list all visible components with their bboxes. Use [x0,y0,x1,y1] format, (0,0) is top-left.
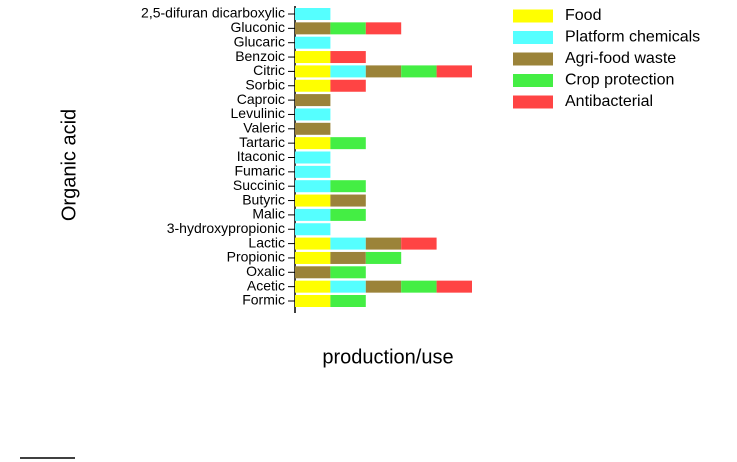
legend-swatch [513,31,553,44]
bar-segment [330,295,366,307]
bar-segment [295,165,331,178]
bar-segment [365,65,402,78]
legend-label: Agri-food waste [565,50,676,67]
legend-swatch [513,52,553,66]
y-tick-label: Glucaric [234,33,285,49]
bar-segment [330,180,366,193]
bar-segment [365,22,402,35]
x-axis-label: production/use [322,346,453,368]
y-tick-label: Citric [253,62,285,78]
y-tick-label: 2,5-difuran dicarboxylic [141,5,285,21]
bar-segment [436,65,472,78]
legend-label: Antibacterial [565,93,653,110]
bar-segment [330,237,366,250]
bar-segment [295,51,331,64]
bar-segment [330,51,366,64]
bar-segment [295,94,331,107]
bar-segment [330,280,366,293]
legend-swatch [513,95,553,109]
bar-segment [330,65,366,78]
bar-segment [295,122,331,135]
y-tick-label: Benzoic [235,48,285,64]
legend-swatch [513,74,553,87]
bar-segment [295,266,331,279]
bar-segment [401,65,437,78]
bar-segment [295,251,331,264]
legend-label: Platform chemicals [565,29,700,46]
bar-segment [295,151,331,164]
y-tick-label: Caproic [237,91,285,107]
bar-segment [401,280,437,293]
bar-segment [295,280,331,293]
bar-segment [330,79,366,92]
bar-segment [295,36,331,49]
y-tick-label: Acetic [247,277,285,293]
bar-segment [295,223,331,236]
bar-segment [330,22,366,35]
y-tick-label: Malic [252,206,285,222]
bar-segment [295,237,331,250]
y-tick-label: Levulinic [231,105,285,121]
bar-segment [295,137,331,150]
bar-segment [401,237,437,250]
bar-segment [295,208,331,221]
legend-swatch [513,9,553,23]
bar-segment [330,137,366,150]
y-tick-label: Lactic [248,234,285,250]
legend-label: Crop protection [565,72,674,89]
bar-segment [330,208,366,221]
bar-segment [295,180,331,193]
bar-segment [330,251,366,264]
y-tick-label: Butyric [242,191,285,207]
y-tick-label: Tartaric [239,134,285,150]
bar-segment [330,266,366,279]
y-tick-label: Itaconic [237,148,285,164]
y-tick-label: Gluconic [231,19,285,35]
y-tick-label: Succinic [233,177,285,193]
y-tick-label: Valeric [243,120,285,136]
y-tick-label: 3-hydroxypropionic [167,220,285,236]
y-tick-label: Fumaric [234,163,285,179]
y-tick-label: Oxalic [246,263,285,279]
bar-segment [295,22,331,35]
y-tick-label: Formic [242,292,285,308]
bar-segment [295,194,331,207]
y-tick-label: Sorbic [245,76,285,92]
bar-segment [436,280,472,293]
bar-segment [295,8,331,20]
y-tick-label: Propionic [227,249,285,265]
bar-segment [365,251,402,264]
bar-segment [295,108,331,121]
y-axis-label: Organic acid [58,109,80,221]
bar-segment [330,194,366,207]
bar-segment [295,65,331,78]
bar-segment [295,79,331,92]
bar-segment [365,280,402,293]
bar-segment [365,237,402,250]
bar-segment [295,295,331,307]
legend-label: Food [565,7,601,24]
